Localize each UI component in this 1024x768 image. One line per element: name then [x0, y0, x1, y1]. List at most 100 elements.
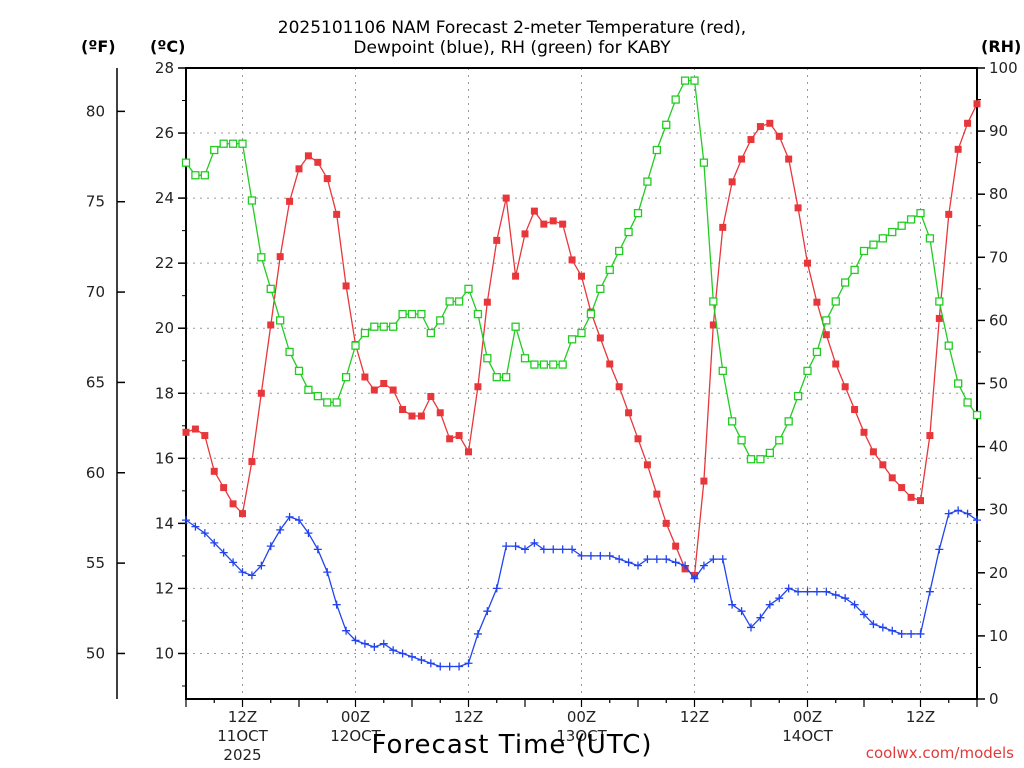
rh-point: [549, 360, 558, 369]
dewpoint-point: [247, 571, 256, 580]
dewpoint-point: [276, 525, 285, 534]
temperature-point: [766, 119, 774, 127]
chart-title-line-1: 2025101106 NAM Forecast 2-meter Temperat…: [277, 18, 747, 38]
dewpoint-point: [219, 548, 228, 557]
dewpoint-point: [304, 529, 313, 538]
temperature-point: [832, 360, 840, 368]
temperature-point: [493, 236, 501, 244]
temperature-point: [304, 152, 312, 160]
temperature-point: [606, 360, 614, 368]
temperature-point: [568, 256, 576, 264]
x-tick-date-label: 13OCT: [556, 727, 607, 745]
dewpoint-point: [568, 545, 577, 554]
rh-point: [963, 398, 972, 407]
rh-point: [709, 297, 718, 306]
temperature-point: [860, 428, 868, 436]
fahrenheit-unit-label: (ºF): [81, 37, 116, 56]
celsius-tick-label: 12: [155, 579, 174, 597]
temperature-point: [841, 383, 849, 391]
celsius-tick-label: 24: [155, 189, 174, 207]
dewpoint-point: [257, 561, 266, 570]
fahrenheit-tick-label: 60: [86, 464, 105, 482]
rh-tick-label: 20: [989, 564, 1008, 582]
rh-point: [841, 278, 850, 287]
fahrenheit-tick-label: 65: [86, 373, 105, 391]
dewpoint-point: [521, 545, 529, 554]
fahrenheit-tick-label: 75: [86, 193, 105, 211]
rh-point: [294, 366, 304, 376]
rh-point: [530, 360, 539, 369]
rh-series: [181, 76, 982, 464]
dewpoint-point: [784, 584, 793, 593]
temperature-point: [248, 458, 256, 466]
x-tick-date-label: 14OCT: [782, 727, 833, 745]
rh-point: [897, 221, 906, 230]
rh-point: [567, 335, 577, 344]
rh-point: [605, 265, 614, 275]
rh-point: [652, 145, 661, 155]
fahrenheit-tick-label: 50: [86, 644, 105, 662]
rh-point: [869, 240, 878, 249]
temperature-point: [540, 220, 548, 228]
dewpoint-point: [765, 600, 774, 609]
temperature-point: [973, 100, 981, 108]
temperature-point: [559, 220, 567, 228]
temperature-point: [521, 230, 529, 238]
dewpoint-point: [841, 594, 850, 603]
rh-point: [360, 328, 370, 338]
rh-point: [775, 436, 784, 445]
temperature-point: [417, 412, 425, 420]
rh-point: [596, 284, 605, 294]
rh-point: [765, 448, 774, 458]
dewpoint-point: [709, 555, 718, 564]
rh-point: [238, 139, 247, 148]
temperature-point: [229, 500, 237, 508]
rh-point: [389, 322, 398, 331]
temperature-point: [917, 497, 924, 505]
temperature-point: [888, 474, 896, 482]
rh-point: [558, 360, 567, 369]
temperature-point: [399, 406, 407, 414]
temperature-point: [643, 461, 651, 469]
dewpoint-point: [718, 555, 727, 564]
rh-point: [916, 208, 925, 218]
rh-point: [323, 398, 332, 407]
rh-point: [407, 309, 417, 319]
temperature-point: [625, 409, 633, 417]
dewpoint-point: [426, 659, 435, 668]
rh-point: [671, 95, 680, 104]
temperature-point: [380, 380, 388, 387]
rh-point: [878, 234, 887, 243]
dewpoint-point: [417, 655, 426, 664]
dewpoint-point: [860, 610, 868, 619]
rh-point: [756, 455, 765, 464]
rh-point: [699, 158, 709, 167]
rh-point: [718, 366, 727, 376]
x-tick-date-label: 11OCT: [217, 727, 268, 745]
rh-tick-label: 30: [989, 501, 1008, 519]
rh-point: [200, 171, 209, 180]
rh-point: [181, 158, 191, 167]
rh-unit-label: (RH): [981, 37, 1022, 56]
rh-point: [954, 379, 963, 388]
temperature-point: [653, 490, 661, 498]
temperature-point: [530, 207, 538, 215]
temperature-point: [785, 155, 793, 163]
rh-point: [341, 373, 351, 382]
rh-point: [803, 366, 812, 376]
dewpoint-point: [549, 545, 558, 554]
rh-point: [859, 246, 869, 256]
temperature-point: [483, 298, 491, 306]
rh-point: [615, 246, 624, 256]
dewpoint-point: [200, 529, 209, 538]
rh-point: [191, 171, 200, 180]
temperature-point: [446, 435, 454, 443]
dewpoint-point: [351, 636, 360, 645]
dewpoint-point: [473, 629, 482, 638]
dewpoint-point: [869, 620, 878, 629]
temperature-point: [898, 484, 906, 492]
rh-tick-label: 60: [989, 311, 1008, 329]
rh-point: [737, 436, 746, 445]
rh-point: [690, 76, 699, 85]
dewpoint-point: [812, 587, 821, 596]
